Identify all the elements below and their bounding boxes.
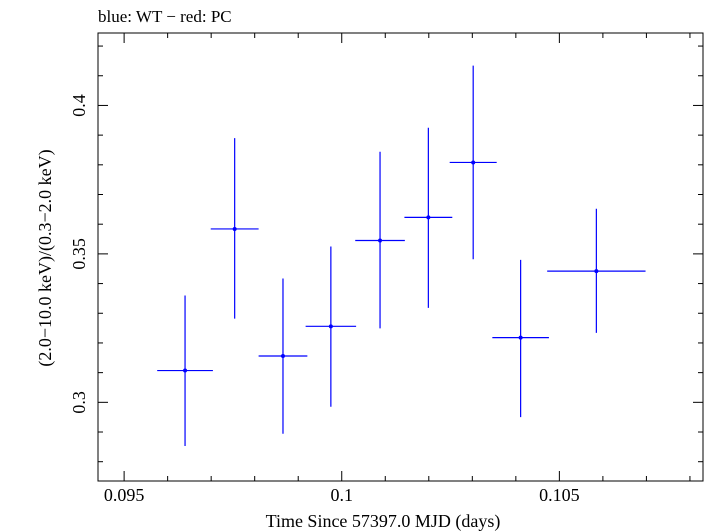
data-point [449,65,497,260]
y-tick-label: 0.35 [69,238,89,269]
data-point [258,278,308,434]
point-marker [232,226,237,231]
data-point [404,127,453,308]
plot-frame [97,32,704,482]
data-point [157,295,213,446]
point-marker [280,354,285,359]
data-point [305,246,357,407]
axis-ticks [98,33,703,481]
point-marker [378,238,383,243]
x-axis-label: Time Since 57397.0 MJD (days) [266,511,501,532]
y-axis-label: (2.0−10.0 keV)/(0.3−2.0 keV) [35,149,56,366]
point-marker [426,215,431,220]
y-tick-label: 0.4 [69,94,89,117]
tick-labels: 0.095 0.1 0.105 0.3 0.35 0.4 [69,94,580,505]
chart-title: blue: WT − red: PC [98,7,232,26]
data-point [355,151,405,329]
x-tick-label: 0.095 [104,485,145,505]
data-point [547,208,646,333]
data-point [492,259,549,418]
x-tick-label: 0.105 [539,485,580,505]
point-marker [471,160,476,165]
point-marker [594,269,599,274]
point-marker [328,324,333,329]
y-tick-label: 0.3 [69,391,89,414]
data-point [210,138,259,319]
point-marker [518,335,523,340]
data-marks [157,65,646,446]
point-marker [183,368,188,373]
x-tick-label: 0.1 [330,485,353,505]
